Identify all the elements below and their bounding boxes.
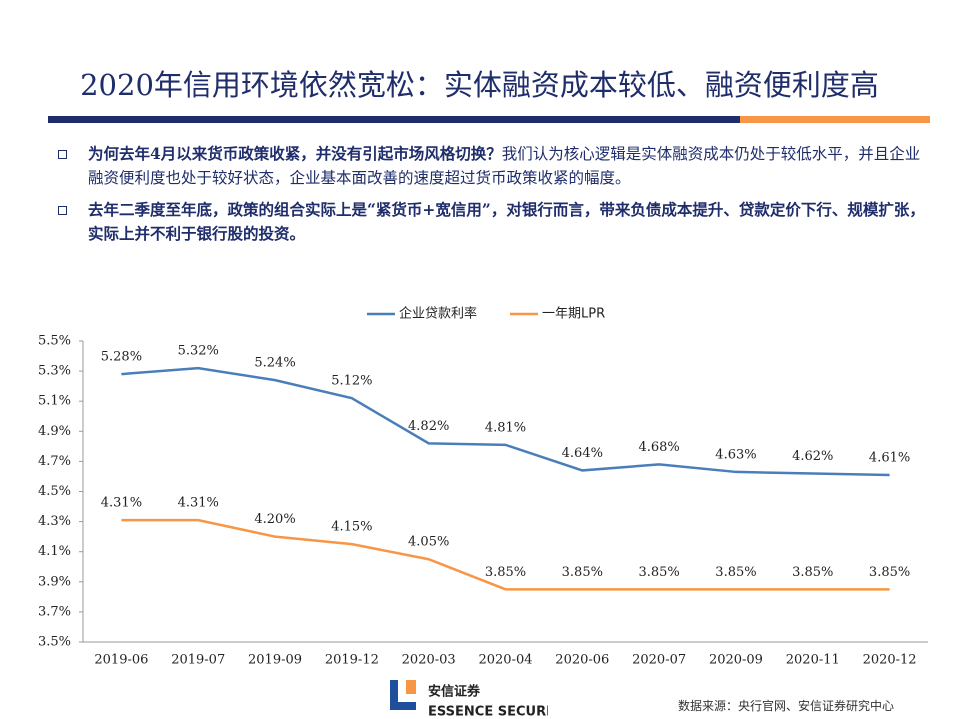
y-tick-label: 4.3% (38, 514, 71, 529)
x-tick-label: 2020-07 (632, 653, 686, 668)
data-label: 4.62% (792, 449, 833, 464)
slide-title: 2020年信用环境依然宽松：实体融资成本较低、融资便利度高 (80, 68, 879, 102)
y-tick-label: 4.1% (38, 544, 71, 559)
logo-sub: ESSENCE SECURITIES (428, 705, 548, 717)
x-tick-label: 2019-06 (94, 653, 148, 668)
data-label: 4.31% (101, 496, 142, 511)
legend-label: 一年期LPR (542, 307, 605, 322)
data-label: 4.31% (178, 496, 219, 511)
y-tick-label: 3.5% (38, 635, 71, 650)
bullet-icon (58, 206, 67, 215)
data-label: 3.85% (869, 565, 910, 580)
logo-mark-accent (406, 680, 416, 694)
x-tick-label: 2020-12 (863, 653, 917, 668)
series-line (121, 518, 890, 591)
data-label: 4.20% (254, 512, 295, 527)
data-label: 3.85% (638, 565, 679, 580)
data-label: 4.15% (331, 520, 372, 535)
data-label: 4.64% (562, 446, 603, 461)
y-tick-label: 4.7% (38, 454, 71, 469)
series-line (121, 366, 890, 477)
bullet-bold: 去年二季度至年底，政策的组合实际上是“紧货币+宽信用”，对银行而言，带来负债成本… (88, 200, 925, 243)
bullet: 去年二季度至年底，政策的组合实际上是“紧货币+宽信用”，对银行而言，带来负债成本… (88, 198, 928, 246)
data-label: 5.24% (254, 356, 295, 371)
x-tick-label: 2020-11 (786, 653, 840, 668)
y-tick-label: 3.9% (38, 574, 71, 589)
bullet-text: 我们认为核心逻辑是实体融资成本仍处于较低水平，并且企业融资便利度也处于较好状态，… (88, 145, 921, 187)
x-tick-label: 2020-09 (709, 653, 763, 668)
data-label: 5.32% (178, 344, 219, 359)
bullet-bold: 为何去年4月以来货币政策收紧，并没有引起市场风格切换？ (88, 144, 502, 163)
bullet: 为何去年4月以来货币政策收紧，并没有引起市场风格切换？我们认为核心逻辑是实体融资… (88, 142, 928, 190)
data-label: 3.85% (562, 565, 603, 580)
data-label: 4.82% (408, 419, 449, 434)
source-note: 数据来源：央行官网、安信证券研究中心 (678, 699, 895, 713)
data-label: 5.28% (101, 350, 142, 365)
data-label: 3.85% (485, 565, 526, 580)
data-label: 4.05% (408, 535, 449, 550)
x-tick-label: 2020-06 (555, 653, 609, 668)
data-label: 5.12% (331, 374, 372, 389)
data-label: 3.85% (715, 565, 756, 580)
legend-label: 企业贷款利率 (399, 306, 477, 322)
logo: 安信证券 ESSENCE SECURITIES (390, 680, 548, 717)
y-tick-label: 4.9% (38, 424, 71, 439)
logo-mark (390, 680, 416, 710)
y-tick-label: 4.5% (38, 484, 71, 499)
data-label: 4.61% (869, 450, 910, 465)
x-tick-label: 2019-12 (325, 653, 379, 668)
data-label: 4.81% (485, 420, 526, 435)
y-tick-label: 5.5% (38, 334, 71, 349)
x-tick-label: 2019-09 (248, 653, 302, 668)
y-tick-label: 5.1% (38, 394, 71, 409)
data-label: 3.85% (792, 565, 833, 580)
y-tick-label: 3.7% (38, 604, 71, 619)
x-tick-label: 2020-04 (478, 653, 532, 668)
title-rule (48, 116, 740, 123)
x-tick-label: 2019-07 (171, 653, 225, 668)
x-tick-label: 2020-03 (402, 653, 456, 668)
data-label: 4.63% (715, 447, 756, 462)
title-rule-accent (740, 116, 930, 123)
logo-name: 安信证券 (428, 684, 481, 700)
bullet-icon (58, 150, 67, 159)
y-tick-label: 5.3% (38, 364, 71, 379)
chart: 3.5% 3.7% 3.9% 4.1% 4.3% 4.5% 4.7% 4.9% 5.1% 5.3%… (38, 306, 928, 668)
data-label: 4.68% (638, 440, 679, 455)
